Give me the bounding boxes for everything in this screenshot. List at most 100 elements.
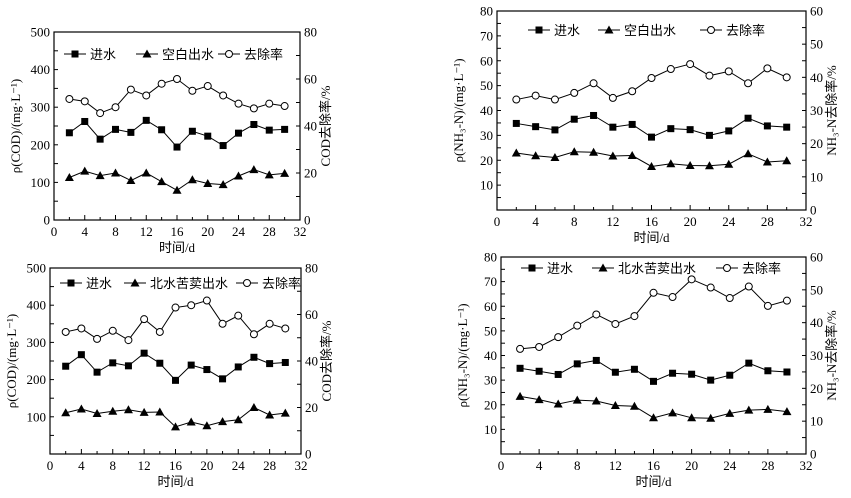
y-axis-title: ρ(NH₃-N)/(mg·L⁻¹)	[451, 58, 466, 162]
data-point	[265, 319, 274, 328]
legend-marker	[604, 25, 614, 34]
plot-frame	[496, 10, 807, 211]
data-point	[686, 60, 695, 69]
legend-entry: 北水苦荬出水	[592, 261, 696, 277]
data-point	[783, 368, 791, 376]
data-point	[173, 143, 181, 151]
y-right-tick-label: 10	[810, 169, 823, 184]
y-right-tick-label: 20	[305, 400, 318, 415]
y-tick-label: 10	[484, 422, 497, 437]
legend-entry: 北水苦荬出水	[124, 276, 228, 292]
data-point	[763, 404, 773, 413]
data-point	[649, 288, 658, 297]
series-triangle	[515, 391, 792, 422]
y-right-tick-label: 10	[810, 414, 823, 429]
data-point	[650, 377, 657, 385]
x-tick-label: 0	[498, 458, 505, 473]
data-point	[219, 375, 227, 383]
x-tick-label: 12	[138, 458, 151, 473]
x-tick-label: 16	[647, 458, 661, 473]
data-point	[81, 117, 89, 125]
x-tick-label: 4	[536, 458, 543, 473]
data-point	[172, 185, 182, 194]
data-point	[782, 296, 791, 305]
data-point	[668, 408, 678, 417]
data-point	[142, 91, 151, 100]
legend-entry: 进水	[521, 262, 573, 277]
data-point	[629, 401, 639, 410]
x-tick-label: 24	[232, 458, 246, 473]
data-point	[234, 171, 243, 180]
x-axis-title: 时间/d	[633, 230, 670, 245]
data-point	[647, 73, 656, 82]
data-point	[516, 364, 524, 372]
data-point	[187, 301, 196, 310]
y-right-tick-label: 20	[810, 136, 823, 151]
y-right-tick-label: 80	[304, 25, 317, 40]
data-point	[707, 376, 715, 384]
data-point	[202, 296, 211, 305]
data-point	[124, 336, 133, 345]
data-point	[281, 358, 289, 366]
data-point	[569, 147, 579, 156]
y-tick-label: 80	[480, 4, 493, 19]
legend-label: 进水	[547, 262, 573, 277]
legend-marker	[528, 264, 536, 272]
y-right-axis-title: COD去除率/%	[319, 320, 334, 401]
data-point	[158, 126, 166, 134]
data-point	[93, 334, 102, 343]
data-point	[80, 97, 89, 106]
data-point	[666, 159, 676, 168]
chart-bottom-right: 0 4 8 12 16 20 24 28 32 10 20 30 40 50 60 70 80 0 10 20 30 40…	[455, 250, 839, 490]
data-point	[172, 376, 179, 384]
legend-marker	[142, 49, 152, 58]
data-point	[668, 293, 677, 302]
data-point	[573, 321, 582, 330]
data-point	[591, 396, 601, 405]
data-point	[726, 371, 734, 379]
legend-label: 空白出水	[624, 23, 676, 39]
data-point	[705, 131, 713, 139]
legend-label: 去除率	[726, 23, 765, 39]
x-tick-label: 20	[200, 458, 213, 473]
y-right-tick-label: 0	[304, 213, 311, 228]
data-point	[725, 294, 734, 303]
data-point	[127, 128, 135, 136]
legend-entry: 进水	[528, 24, 580, 39]
y-tick-label: 20	[480, 153, 493, 168]
legend-label: 去除率	[262, 276, 301, 292]
y-right-tick-label: 20	[810, 381, 823, 396]
data-point	[744, 114, 752, 122]
data-point	[109, 359, 117, 367]
y-right-tick-label: 20	[304, 166, 317, 181]
legend-marker	[723, 264, 731, 272]
data-point	[76, 404, 86, 413]
x-tick-label: 12	[609, 458, 622, 473]
data-point	[80, 166, 90, 175]
data-point	[512, 119, 520, 127]
data-point	[592, 310, 601, 319]
data-point	[762, 157, 772, 166]
data-point	[782, 73, 791, 82]
data-point	[570, 88, 579, 97]
y-right-tick-label: 50	[810, 37, 823, 52]
data-point	[573, 360, 581, 368]
data-point	[531, 91, 540, 100]
x-tick-label: 20	[684, 214, 697, 229]
data-point	[264, 170, 274, 179]
data-point	[157, 177, 167, 186]
data-point	[744, 79, 753, 88]
data-point	[126, 85, 135, 94]
data-point	[234, 311, 243, 320]
y-right-tick-label: 40	[810, 70, 823, 85]
data-point	[782, 156, 792, 165]
x-tick-label: 32	[294, 224, 307, 239]
data-point	[126, 176, 136, 185]
y-right-tick-label: 40	[304, 119, 317, 134]
data-point	[250, 120, 258, 128]
data-point	[108, 326, 117, 335]
data-point	[61, 408, 71, 417]
y-right-axis-title: NH₃-N去除率/%	[824, 65, 839, 156]
data-point	[744, 282, 753, 291]
data-point	[725, 127, 733, 135]
